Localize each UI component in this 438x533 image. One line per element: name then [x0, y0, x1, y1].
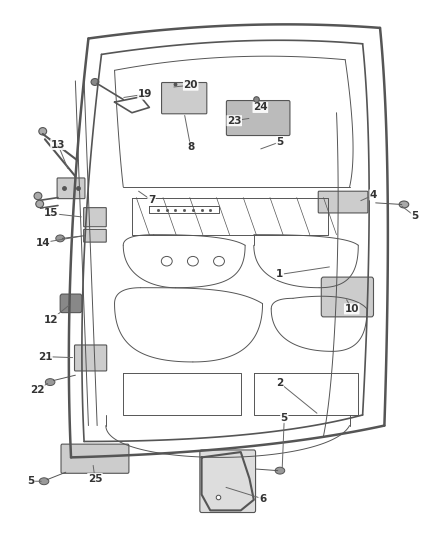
Text: 5: 5	[276, 137, 283, 147]
Text: 4: 4	[370, 190, 377, 200]
Text: 22: 22	[30, 384, 44, 394]
FancyBboxPatch shape	[162, 83, 207, 114]
Ellipse shape	[34, 192, 42, 200]
FancyBboxPatch shape	[321, 277, 374, 317]
Text: 5: 5	[411, 211, 418, 221]
FancyBboxPatch shape	[226, 101, 290, 135]
Text: 5: 5	[27, 477, 35, 486]
Ellipse shape	[91, 78, 99, 85]
Ellipse shape	[39, 478, 49, 484]
Text: 2: 2	[276, 378, 283, 388]
Ellipse shape	[56, 235, 64, 242]
Text: 19: 19	[138, 89, 152, 99]
FancyBboxPatch shape	[84, 208, 106, 227]
Text: 6: 6	[259, 494, 266, 504]
FancyBboxPatch shape	[60, 294, 82, 313]
Ellipse shape	[39, 127, 47, 135]
Text: 8: 8	[187, 142, 194, 152]
Text: 23: 23	[227, 116, 241, 126]
Text: 25: 25	[88, 474, 102, 483]
FancyBboxPatch shape	[57, 178, 85, 199]
FancyBboxPatch shape	[84, 229, 106, 242]
Text: 15: 15	[44, 208, 59, 219]
FancyBboxPatch shape	[200, 450, 255, 513]
FancyBboxPatch shape	[318, 191, 368, 213]
Ellipse shape	[275, 467, 285, 474]
Text: 14: 14	[35, 238, 50, 248]
Text: 20: 20	[184, 80, 198, 90]
Ellipse shape	[399, 201, 409, 208]
Text: 7: 7	[148, 195, 155, 205]
Ellipse shape	[46, 378, 55, 385]
Text: 10: 10	[345, 304, 359, 314]
Text: 24: 24	[253, 102, 268, 112]
FancyBboxPatch shape	[74, 345, 107, 371]
Text: 21: 21	[38, 352, 52, 361]
FancyBboxPatch shape	[61, 444, 129, 473]
Text: 1: 1	[276, 270, 283, 279]
Ellipse shape	[36, 200, 44, 208]
Text: 13: 13	[51, 140, 65, 150]
Text: 12: 12	[44, 314, 59, 325]
Text: 5: 5	[281, 413, 288, 423]
